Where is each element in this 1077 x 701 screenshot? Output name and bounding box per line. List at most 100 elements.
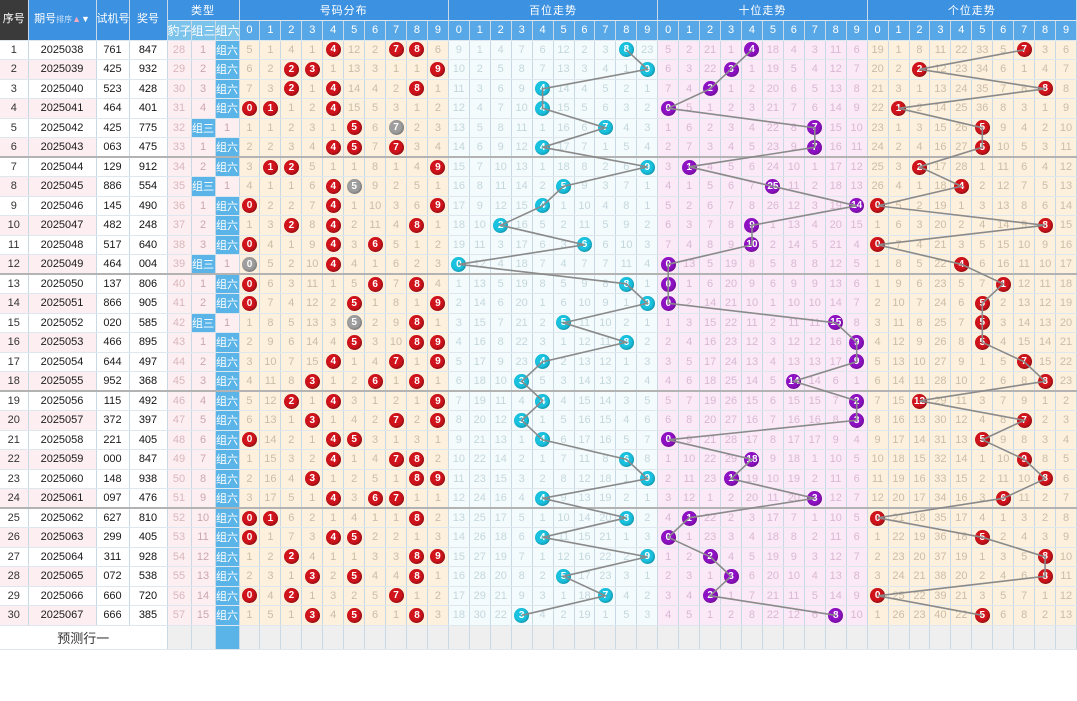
prediction-cell-33[interactable] <box>929 625 952 650</box>
prediction-cell-11[interactable] <box>469 625 491 650</box>
col-header-units-8[interactable]: 8 <box>1034 20 1057 41</box>
table-row[interactable]: 17 2025054 644 497 44 2 组六 3 10 7 15 4 1 4 7 1 9 5 17 9 23 4 2… <box>0 352 1077 372</box>
col-header-hundreds-1[interactable]: 1 <box>469 20 491 41</box>
col-header-tens-6[interactable]: 6 <box>783 20 805 41</box>
prediction-cell-25[interactable] <box>762 625 784 650</box>
prediction-cell-27[interactable] <box>804 625 826 650</box>
col-header-tens-5[interactable]: 5 <box>762 20 784 41</box>
col-header-distribution-9[interactable]: 9 <box>427 20 449 41</box>
table-row[interactable]: 15 2025052 020 585 42 组三 1 1 8 5 13 3 5 2 9 8 1 3 15 7 21 2 5 1… <box>0 313 1077 333</box>
table-row[interactable]: 3 2025040 523 428 30 3 组六 7 3 2 1 4 14 4 2 8 1 11 3 6 9 4 14 4 5… <box>0 79 1077 99</box>
col-header-distribution-4[interactable]: 4 <box>322 20 345 41</box>
table-row[interactable]: 13 2025050 137 806 40 1 组六 0 6 3 11 1 5 6 7 8 4 1 13 5 19 8 5 9… <box>0 274 1077 294</box>
col-header-hundreds-2[interactable]: 2 <box>490 20 512 41</box>
prediction-cell-35[interactable] <box>971 625 994 650</box>
col-header-distribution-0[interactable]: 0 <box>239 20 261 41</box>
prediction-cell-7[interactable] <box>385 625 407 650</box>
prediction-cell-26[interactable] <box>783 625 805 650</box>
prediction-cell-10[interactable] <box>448 625 470 650</box>
table-row[interactable]: 4 2025041 464 401 31 4 组六 0 1 1 2 4 15 5 3 1 2 12 4 7 10 4 15 5… <box>0 98 1077 119</box>
col-header-tens-3[interactable]: 3 <box>720 20 742 41</box>
sort-asc-icon[interactable]: ▲ <box>72 14 81 25</box>
prediction-cell-20[interactable] <box>657 625 680 650</box>
col-header-distribution-1[interactable]: 1 <box>259 20 282 41</box>
prediction-cell-29[interactable] <box>846 625 868 650</box>
col-header-units-7[interactable]: 7 <box>1013 20 1036 41</box>
col-header-distribution-5[interactable]: 5 <box>343 20 366 41</box>
table-row[interactable]: 8 2025045 886 554 35 组三 1 4 1 1 6 4 5 9 2 5 1 16 8 11 14 2 5 9 3… <box>0 176 1077 197</box>
table-row[interactable]: 22 2025059 000 847 49 7 组六 1 15 3 2 4 1 4 7 8 2 10 22 14 2 1 7… <box>0 449 1077 470</box>
col-header-tens-4[interactable]: 4 <box>741 20 763 41</box>
prediction-cell-2[interactable] <box>280 625 303 650</box>
prediction-cell-21[interactable] <box>678 625 701 650</box>
prediction-cell-15[interactable] <box>553 625 575 650</box>
col-header-hundreds-3[interactable]: 3 <box>511 20 533 41</box>
prediction-cell-8[interactable] <box>406 625 428 650</box>
table-row[interactable]: 10 2025047 482 248 37 2 组六 1 3 2 8 4 2 11 4 8 1 18 10 2 16 5 2… <box>0 215 1077 236</box>
prediction-cell-39[interactable] <box>1055 625 1077 650</box>
col-header-distribution-3[interactable]: 3 <box>301 20 324 41</box>
table-row[interactable]: 28 2025065 072 538 55 13 组六 2 3 1 3 2 5 4 4 8 1 16 28 20 8 2 5… <box>0 566 1077 587</box>
prediction-cell-19[interactable] <box>636 625 659 650</box>
col-header-units-3[interactable]: 3 <box>929 20 952 41</box>
table-row[interactable]: 18 2025055 952 368 45 3 组六 4 11 8 3 1 2 6 1 8 1 6 18 10 3 5 3 1… <box>0 371 1077 392</box>
col-header-distribution-6[interactable]: 6 <box>364 20 387 41</box>
col-header-tens-7[interactable]: 7 <box>804 20 826 41</box>
table-row[interactable]: 24 2025061 097 476 51 9 组六 3 17 5 1 4 3 6 7 1 1 12 24 16 4 4 9… <box>0 488 1077 509</box>
col-header-hundreds-6[interactable]: 6 <box>574 20 596 41</box>
table-row[interactable]: 21 2025058 221 405 48 6 组六 0 14 2 1 4 5 3 1 3 1 9 21 13 1 4 6 1… <box>0 430 1077 450</box>
table-row[interactable]: 11 2025048 517 640 38 3 组六 0 4 1 9 4 3 6 5 1 2 19 11 3 17 6 3 6… <box>0 235 1077 255</box>
prediction-cell-18[interactable] <box>615 625 638 650</box>
prediction-cell-1[interactable] <box>259 625 282 650</box>
col-header-hundreds-0[interactable]: 0 <box>448 20 470 41</box>
prediction-cell-6[interactable] <box>364 625 387 650</box>
prediction-cell-34[interactable] <box>950 625 973 650</box>
prediction-cell-24[interactable] <box>741 625 763 650</box>
col-header-prize[interactable]: 奖号 <box>129 0 168 41</box>
col-header-units-6[interactable]: 6 <box>992 20 1015 41</box>
col-header-tens-2[interactable]: 2 <box>699 20 722 41</box>
col-header-units-2[interactable]: 2 <box>909 20 931 41</box>
table-row[interactable]: 19 2025056 115 492 46 4 组六 5 12 2 1 4 3 1 2 1 9 7 19 11 4 4 4 1… <box>0 391 1077 411</box>
prediction-cell-32[interactable] <box>909 625 931 650</box>
prediction-cell-31[interactable] <box>888 625 910 650</box>
sort-control[interactable]: 排序▲▼ <box>56 12 90 27</box>
col-header-hundreds-9[interactable]: 9 <box>636 20 659 41</box>
prediction-cell-36[interactable] <box>992 625 1015 650</box>
table-row[interactable]: 7 2025044 129 912 34 2 组六 3 1 2 5 1 1 8 1 4 9 15 7 10 13 1 18 8… <box>0 157 1077 177</box>
col-header-type-0[interactable]: 豹子 <box>167 20 192 41</box>
col-header-hundreds-8[interactable]: 8 <box>615 20 638 41</box>
prediction-cell-3[interactable] <box>301 625 324 650</box>
prediction-cell-30[interactable] <box>867 625 889 650</box>
col-header-tens-9[interactable]: 9 <box>846 20 868 41</box>
prediction-cell-9[interactable] <box>427 625 449 650</box>
col-header-distribution-2[interactable]: 2 <box>280 20 303 41</box>
col-header-hundreds-4[interactable]: 4 <box>532 20 554 41</box>
table-row[interactable]: 27 2025064 311 928 54 12 组六 1 2 2 4 1 1 3 3 8 9 15 27 19 7 1 1… <box>0 547 1077 567</box>
prediction-cell-4[interactable] <box>322 625 345 650</box>
col-header-seq[interactable]: 序号 <box>0 0 29 41</box>
col-header-distribution-7[interactable]: 7 <box>385 20 407 41</box>
col-header-testnum[interactable]: 试机号 <box>96 0 130 41</box>
prediction-cell-17[interactable] <box>594 625 617 650</box>
col-header-distribution-8[interactable]: 8 <box>406 20 428 41</box>
prediction-cell-14[interactable] <box>532 625 554 650</box>
table-row[interactable]: 9 2025046 145 490 36 1 组六 0 2 2 7 4 1 10 3 6 9 17 9 12 15 4 1 1… <box>0 196 1077 216</box>
table-row[interactable]: 6 2025043 063 475 33 1 组六 2 2 3 4 4 5 7 7 3 4 14 6 9 12 4 17 7 1… <box>0 137 1077 158</box>
table-row[interactable]: 30 2025067 666 385 57 15 组六 1 5 1 3 4 5 6 1 8 3 18 30 22 3 4 2… <box>0 605 1077 626</box>
table-row[interactable]: 26 2025063 299 405 53 11 组六 0 1 7 3 4 5 2 2 1 3 14 26 18 6 4 1… <box>0 527 1077 548</box>
table-row[interactable]: 16 2025053 466 895 43 1 组六 2 9 6 14 4 5 3 10 8 9 4 16 8 22 3 1… <box>0 332 1077 353</box>
prediction-cell-13[interactable] <box>511 625 533 650</box>
prediction-cell-5[interactable] <box>343 625 366 650</box>
table-row[interactable]: 2 2025039 425 932 29 2 组六 6 2 2 3 1 13 3 1 1 9 10 2 5 8 7 13 3 4… <box>0 59 1077 80</box>
prediction-cell-16[interactable] <box>574 625 596 650</box>
prediction-cell-38[interactable] <box>1034 625 1057 650</box>
table-row[interactable]: 1 2025038 761 847 28 1 组六 5 1 4 1 4 12 2 7 8 6 9 1 4 7 6 12 2 3 8… <box>0 40 1077 60</box>
col-header-hundreds-7[interactable]: 7 <box>594 20 617 41</box>
col-header-type-2[interactable]: 组六 <box>215 20 240 41</box>
col-header-type-1[interactable]: 组三 <box>191 20 216 41</box>
col-header-tens-8[interactable]: 8 <box>825 20 847 41</box>
prediction-cell-22[interactable] <box>699 625 722 650</box>
col-header-units-5[interactable]: 5 <box>971 20 994 41</box>
col-header-tens-1[interactable]: 1 <box>678 20 701 41</box>
